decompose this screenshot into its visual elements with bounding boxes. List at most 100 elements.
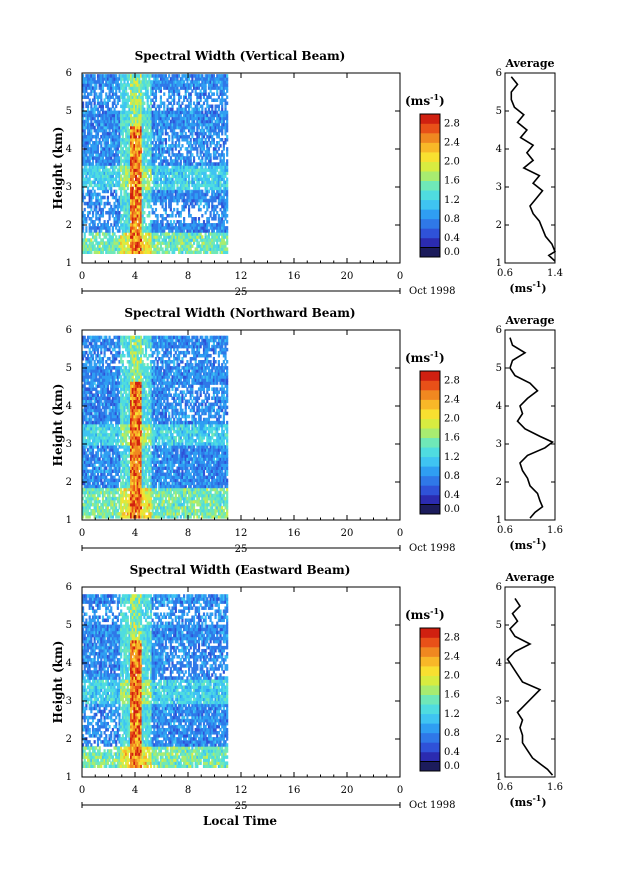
heatmap-cell xyxy=(118,74,121,78)
heatmap-cell xyxy=(121,141,124,145)
heatmap-cell xyxy=(196,238,199,242)
heatmap-cell xyxy=(90,189,93,194)
heatmap-cell xyxy=(181,122,184,127)
heatmap-cell xyxy=(116,168,119,172)
heatmap-cell xyxy=(159,195,162,200)
heatmap-cell xyxy=(174,159,177,163)
heatmap-cell xyxy=(166,244,169,248)
heatmap-cell xyxy=(131,180,134,185)
heatmap-cell xyxy=(135,180,138,185)
heatmap-cell xyxy=(204,107,207,112)
heatmap-cell xyxy=(204,195,207,200)
heatmap-cell xyxy=(98,113,101,118)
heatmap-cell xyxy=(82,436,85,440)
heatmap-cell xyxy=(108,217,111,221)
heatmap-cell xyxy=(83,335,86,340)
heatmap-cell xyxy=(135,177,138,182)
heatmap-cell xyxy=(192,122,196,127)
heatmap-cell xyxy=(144,86,148,90)
heatmap-cell xyxy=(90,110,93,115)
heatmap-cell xyxy=(212,131,215,136)
heatmap-cell xyxy=(101,207,105,212)
heatmap-cell xyxy=(164,86,167,90)
heatmap-cell xyxy=(141,92,144,96)
heatmap-cell xyxy=(135,159,138,163)
heatmap-cell xyxy=(149,153,153,157)
heatmap-cell xyxy=(105,150,108,154)
heatmap-cell xyxy=(216,238,219,242)
heatmap-cell xyxy=(164,247,167,251)
heatmap-cell xyxy=(209,128,212,133)
heatmap-cell xyxy=(209,104,212,109)
heatmap-cell xyxy=(121,201,124,206)
heatmap-cell xyxy=(135,207,138,212)
heatmap-cell xyxy=(164,80,167,84)
heatmap-cell xyxy=(199,74,202,78)
heatmap-cell xyxy=(95,192,98,197)
heatmap-cell xyxy=(183,235,186,239)
heatmap-cell xyxy=(178,192,181,197)
heatmap-cell xyxy=(192,232,196,236)
heatmap-cell xyxy=(184,122,187,127)
heatmap-cell xyxy=(196,174,199,178)
y-tick-label: 1 xyxy=(66,258,72,269)
heatmap-cell xyxy=(211,134,214,139)
heatmap-cell xyxy=(131,207,134,212)
heatmap-cell xyxy=(219,101,222,106)
heatmap-cell xyxy=(139,192,143,197)
heatmap-cell xyxy=(194,186,197,191)
heatmap-cell xyxy=(199,147,202,151)
heatmap-cell xyxy=(219,128,222,133)
heatmap-cell xyxy=(133,229,136,233)
heatmap-cell xyxy=(168,192,171,197)
heatmap-cell xyxy=(95,95,98,99)
heatmap-cell xyxy=(146,92,149,96)
heatmap-cell xyxy=(96,183,100,188)
heatmap-cell xyxy=(202,122,206,127)
heatmap-cell xyxy=(151,80,154,84)
heatmap-cell xyxy=(106,220,109,224)
heatmap-cell xyxy=(101,128,105,133)
heatmap-cell xyxy=(133,156,136,160)
heatmap-cell xyxy=(221,223,224,227)
heatmap-cell xyxy=(126,235,129,239)
heatmap-cell xyxy=(173,74,176,78)
heatmap-cell xyxy=(153,125,156,130)
heatmap-cell xyxy=(176,101,179,106)
heatmap-cell xyxy=(144,92,148,96)
heatmap-cell xyxy=(90,131,93,136)
heatmap-cell xyxy=(168,183,171,188)
heatmap-cell xyxy=(101,183,105,188)
heatmap-cell xyxy=(93,174,96,178)
heatmap-cell xyxy=(158,131,161,136)
heatmap-cell xyxy=(158,83,161,87)
heatmap-cell xyxy=(120,207,123,212)
heatmap-cell xyxy=(176,207,179,212)
heatmap-cell xyxy=(139,165,143,169)
heatmap-cell xyxy=(96,113,100,118)
heatmap-cell xyxy=(83,220,86,224)
heatmap-cell xyxy=(82,508,85,513)
heatmap-cell xyxy=(226,83,229,87)
heatmap-cell xyxy=(149,131,153,136)
heatmap-cell xyxy=(204,171,207,175)
heatmap-cell xyxy=(90,156,93,160)
heatmap-cell xyxy=(86,490,90,495)
heatmap-cell xyxy=(163,195,166,200)
heatmap-cell xyxy=(135,247,138,251)
heatmap-cell xyxy=(163,180,166,185)
heatmap-cell xyxy=(184,189,187,194)
heatmap-cell xyxy=(143,192,146,197)
heatmap-cell xyxy=(202,92,206,96)
heatmap-cell xyxy=(183,159,186,163)
heatmap-cell xyxy=(105,80,108,84)
heatmap-cell xyxy=(207,116,211,121)
heatmap-cell xyxy=(176,107,179,112)
heatmap-cell xyxy=(95,399,98,404)
heatmap-cell xyxy=(192,189,196,194)
heatmap-cell xyxy=(191,89,194,93)
heatmap-cell xyxy=(86,496,90,501)
heatmap-cell xyxy=(212,223,215,227)
heatmap-cell xyxy=(196,198,199,203)
heatmap-cell xyxy=(189,137,192,142)
